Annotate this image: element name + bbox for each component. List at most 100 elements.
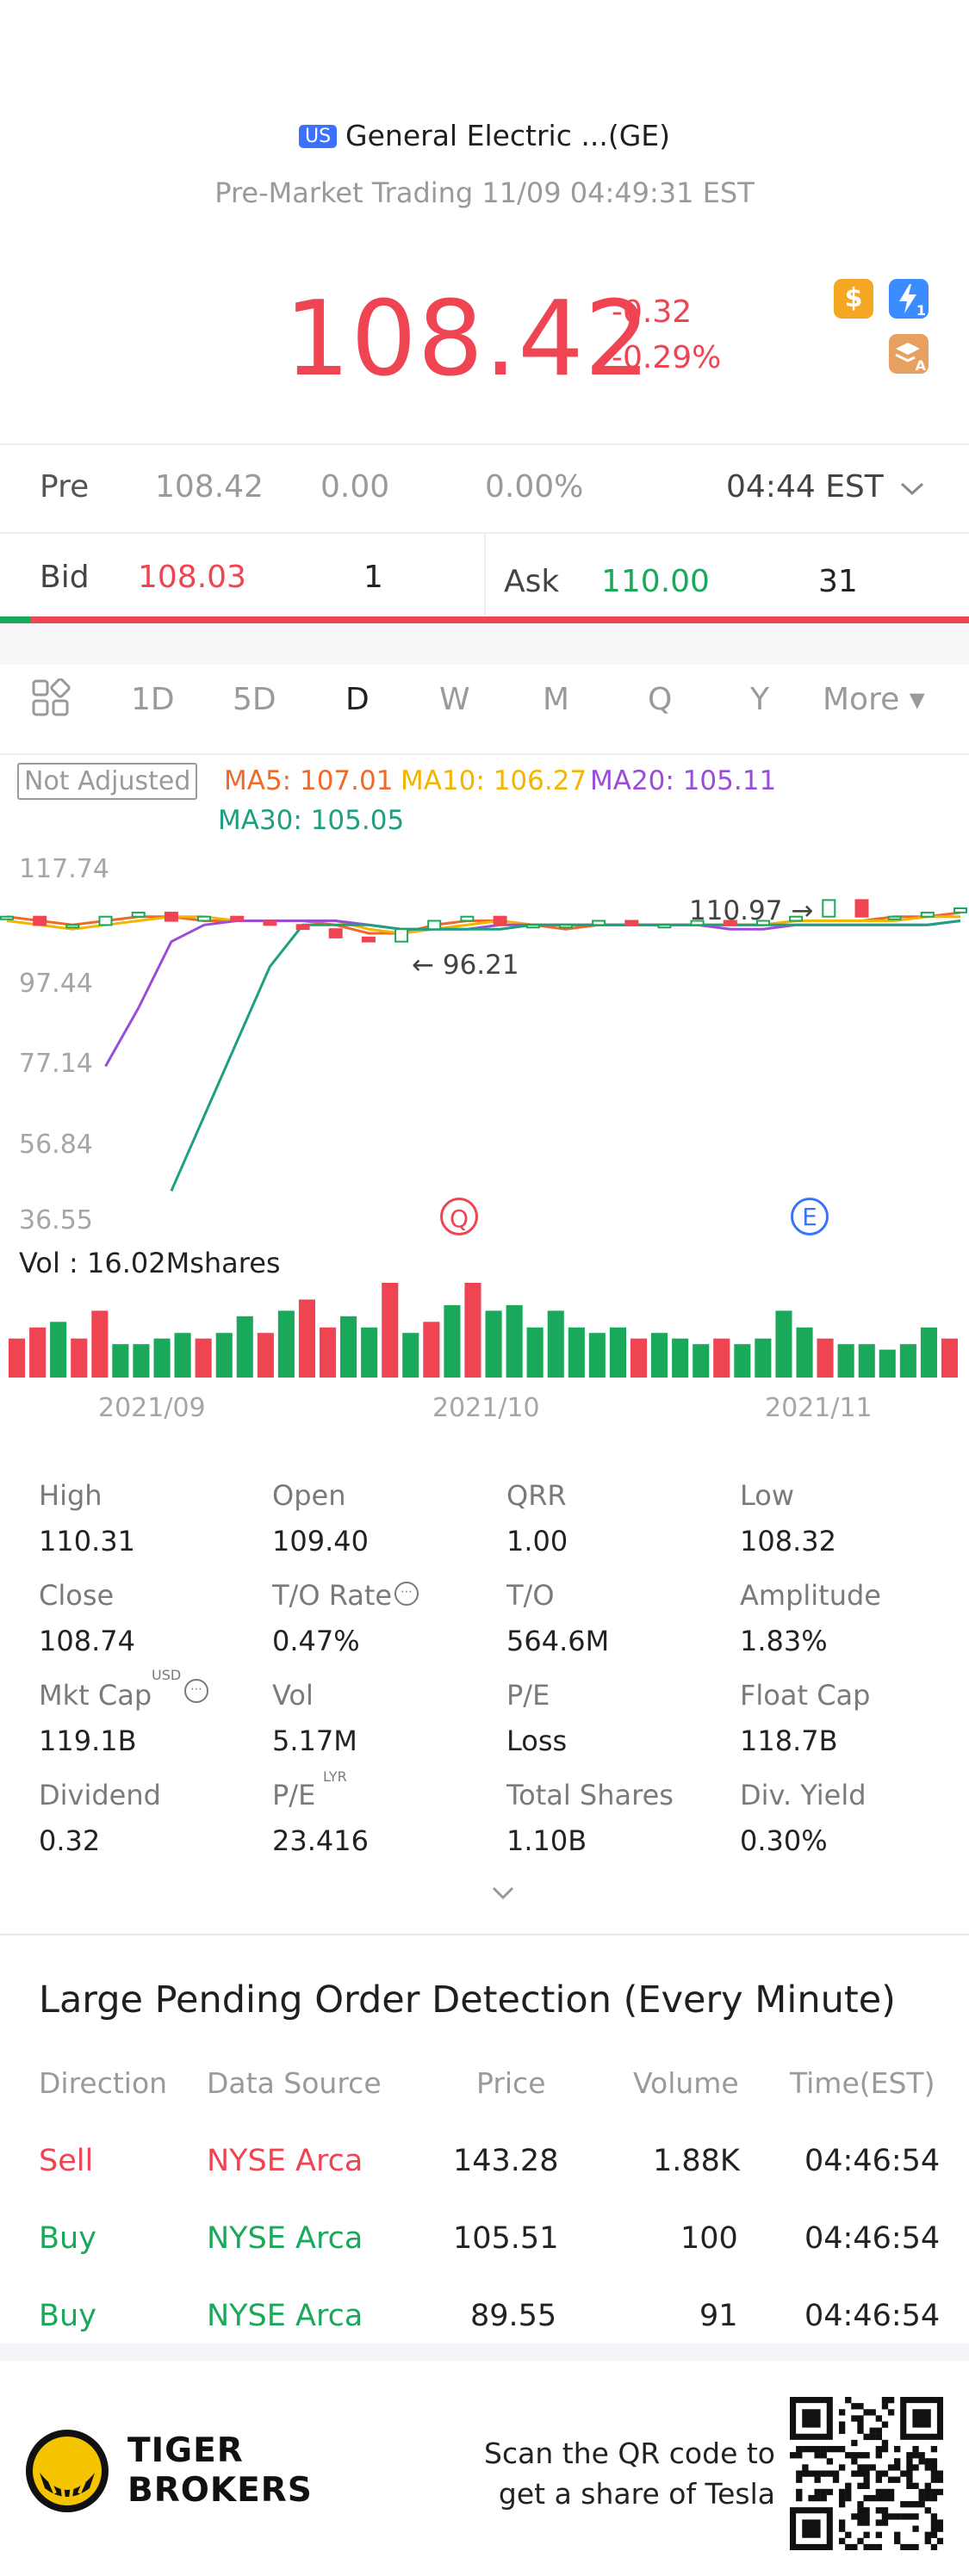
qr-module [924, 2488, 931, 2496]
info-icon[interactable]: ⋯ [184, 1679, 208, 1703]
stat-label: Float Cap [740, 1679, 871, 1712]
dollar-icon[interactable]: $ [834, 279, 873, 319]
pe-lyr-tag: LYR [323, 1768, 347, 1785]
qr-module [838, 2501, 846, 2508]
expand-chevron-icon[interactable] [490, 1884, 516, 1903]
stat-value: 0.47% [272, 1625, 360, 1657]
promo-line2: get a share of Tesla [498, 2477, 775, 2511]
volume-bar [361, 1327, 378, 1378]
qr-module [875, 2452, 882, 2459]
order-volume: 100 [680, 2221, 738, 2256]
order-source: NYSE Arca [207, 2221, 363, 2256]
qr-module [918, 2488, 925, 2496]
candles [0, 899, 967, 943]
qr-module [894, 2476, 901, 2483]
stat-label: Low [740, 1479, 795, 1512]
tab-1d[interactable]: 1D [131, 682, 175, 717]
tab-q[interactable]: Q [648, 682, 673, 717]
qr-module [802, 2464, 809, 2471]
qr-module [826, 2458, 834, 2465]
ma20-legend: MA20: 105.11 [590, 765, 777, 796]
brand-line1: TIGER [127, 2431, 244, 2470]
stat-label: QRR [506, 1479, 567, 1512]
session-status: Pre-Market Trading 11/09 04:49:31 EST [214, 176, 755, 209]
info-icon[interactable]: ⋯ [394, 1582, 419, 1606]
qr-module [814, 2470, 821, 2477]
qr-module [875, 2543, 882, 2550]
qr-module [894, 2458, 901, 2465]
stat-label: Vol [272, 1679, 314, 1712]
volume-bar [298, 1299, 315, 1378]
qr-module [924, 2494, 931, 2502]
volume-bar [236, 1316, 253, 1378]
layers-icon[interactable]: A [889, 334, 929, 374]
volume-bar [693, 1344, 710, 1378]
pre-price: 108.42 [155, 469, 264, 505]
premarket-row[interactable]: Pre 108.42 0.00 0.00% 04:44 EST [0, 469, 969, 512]
qr-module [894, 2537, 901, 2545]
price-chart[interactable] [0, 844, 969, 1223]
qr-module [814, 2452, 821, 2459]
qr-module [881, 2439, 889, 2447]
tab-d[interactable]: D [345, 682, 370, 717]
tab-5d[interactable]: 5D [233, 682, 276, 717]
order-direction: Buy [39, 2299, 96, 2333]
qr-module [875, 2531, 882, 2538]
volume-bar [215, 1333, 233, 1378]
volume-chart[interactable] [0, 1279, 969, 1378]
qr-module [912, 2501, 919, 2508]
qr-module [881, 2470, 889, 2477]
tab-y[interactable]: Y [750, 682, 769, 717]
stat-label: P/E [506, 1679, 550, 1712]
ma5-legend: MA5: 107.01 [224, 765, 394, 796]
qr-module [863, 2513, 870, 2520]
qr-module [851, 2439, 858, 2447]
promo-footer[interactable]: TIGER BROKERS Scan the QR code to get a … [0, 2361, 969, 2576]
volume-label: Vol : 16.02Mshares [19, 1247, 281, 1279]
stat-value: 109.40 [272, 1525, 369, 1557]
qr-module [832, 2476, 840, 2483]
qr-module [881, 2507, 889, 2514]
lightning-icon[interactable]: 1 [889, 279, 929, 319]
ma30-legend: MA30: 105.05 [218, 805, 405, 836]
chevron-down-icon[interactable] [899, 480, 925, 498]
qr-module [838, 2421, 846, 2428]
qr-module [857, 2519, 864, 2526]
earnings-q-marker[interactable]: Q [440, 1198, 478, 1235]
qr-module [857, 2482, 864, 2489]
pre-label: Pre [40, 469, 90, 505]
adjust-toggle[interactable]: Not Adjusted [17, 763, 198, 800]
qr-finder [802, 2519, 821, 2538]
tab-m[interactable]: M [543, 682, 570, 717]
order-source: NYSE Arca [207, 2144, 363, 2178]
qr-module [863, 2543, 870, 2550]
stat-label: T/O Rate [272, 1579, 393, 1612]
qr-module [814, 2488, 821, 2496]
qr-module [838, 2525, 846, 2532]
volume-bar [837, 1344, 854, 1378]
event-e-marker[interactable]: E [791, 1198, 829, 1235]
divider [0, 753, 969, 755]
qr-module [924, 2507, 931, 2514]
stat-value: 23.416 [272, 1824, 369, 1857]
qr-module [875, 2445, 882, 2453]
qr-module [826, 2470, 834, 2477]
volume-bar [941, 1338, 958, 1378]
qr-module [851, 2513, 858, 2520]
qr-module [796, 2488, 803, 2496]
tab-w[interactable]: W [439, 682, 470, 717]
candle [756, 920, 770, 926]
order-price: 143.28 [453, 2144, 559, 2178]
grid-layout-icon[interactable] [31, 678, 71, 718]
volume-bar [630, 1338, 648, 1378]
qr-code-icon[interactable] [790, 2397, 943, 2550]
bid-label: Bid [40, 560, 90, 595]
qr-module [887, 2494, 895, 2502]
stat-value: 119.1B [39, 1725, 137, 1757]
volume-bar [609, 1327, 626, 1378]
candle [887, 915, 902, 920]
region-badge: US [298, 125, 338, 148]
tab-more[interactable]: More ▾ [823, 682, 925, 717]
qr-module [930, 2458, 938, 2465]
candle [33, 915, 47, 926]
